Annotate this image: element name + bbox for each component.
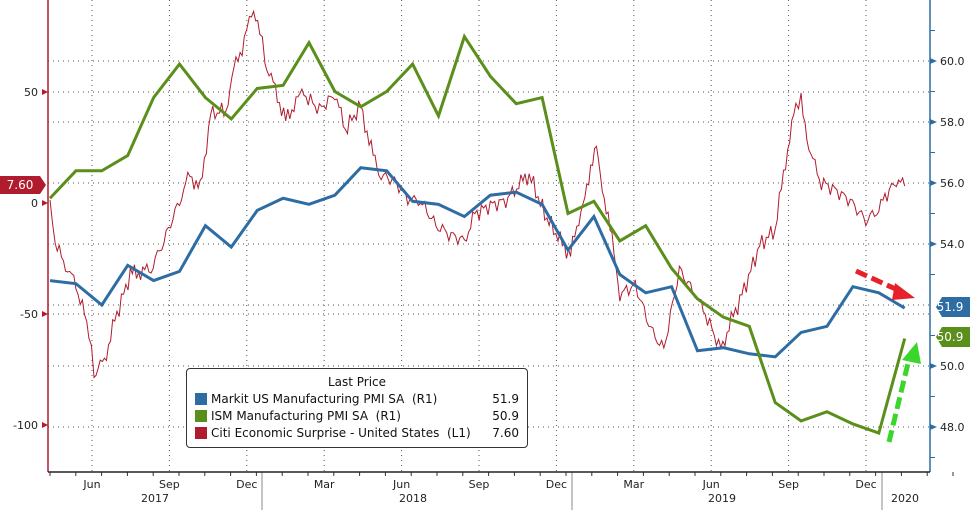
x-tick-label: Dec	[236, 478, 257, 491]
left-tick	[42, 311, 48, 317]
right-tick	[930, 58, 937, 64]
citi-surprise-line	[49, 9, 906, 379]
legend-value: 50.9	[492, 408, 519, 423]
x-tick-label: Sep	[159, 478, 180, 491]
left-tick-label: -100	[13, 419, 38, 432]
left-tick-label: -50	[20, 308, 38, 321]
right-tick	[930, 241, 937, 247]
x-tick-label: Jun	[82, 478, 100, 491]
tag-shape	[936, 297, 970, 317]
right-tick-label: 58.0	[940, 116, 965, 129]
right-tick-label: 54.0	[940, 238, 965, 251]
legend-swatch	[195, 392, 207, 405]
left-tick-label: 0	[31, 197, 38, 210]
x-tick-label: Mar	[623, 478, 644, 491]
x-tick-label: Jun	[702, 478, 720, 491]
right-tick-label: 48.0	[940, 421, 965, 434]
markit-last-value-tag: 51.9	[936, 297, 970, 317]
right-tick	[930, 363, 937, 369]
ism-last-value-tag: 50.9	[936, 327, 970, 347]
legend-value: 51.9	[492, 391, 519, 406]
x-tick-label: Mar	[314, 478, 335, 491]
x-tick-label: Jun	[392, 478, 410, 491]
right-tick-label: 50.0	[940, 360, 965, 373]
left-tick-label: 50	[24, 86, 38, 99]
value-tags: 7.60 51.9 50.9	[0, 176, 970, 347]
left-tick	[42, 200, 48, 206]
legend-label: Citi Economic Surprise - United States (…	[211, 425, 471, 440]
green-up-arrow-icon	[886, 354, 913, 443]
left-tick	[42, 422, 48, 428]
legend-label: ISM Manufacturing PMI SA (R1)	[211, 408, 401, 423]
markit-pmi-line	[49, 166, 906, 359]
tag-value: 51.9	[937, 300, 964, 314]
x-year-label: 2019	[708, 492, 736, 505]
x-tick-label: Sep	[778, 478, 799, 491]
arrows	[854, 268, 921, 443]
right-tick	[930, 180, 937, 186]
tag-shape	[936, 327, 970, 347]
red-down-arrow-icon	[854, 268, 902, 294]
legend-item-markit: Markit US Manufacturing PMI SA (R1) 51.9	[187, 390, 527, 407]
legend-title: Last Price	[327, 375, 387, 389]
x-tick-label: Dec	[855, 478, 876, 491]
legend-label: Markit US Manufacturing PMI SA (R1)	[211, 391, 438, 406]
gridlines	[48, 0, 930, 472]
ism-pmi-line	[48, 33, 907, 436]
legend: Last Price Markit US Manufacturing PMI S…	[186, 368, 528, 448]
legend-item-citi: Citi Economic Surprise - United States (…	[187, 424, 527, 441]
legend-swatch	[195, 409, 207, 422]
x-year-label: 2020	[891, 492, 919, 505]
legend-value: 7.60	[492, 425, 519, 440]
tag-value: 50.9	[937, 330, 964, 344]
x-year-label: 2017	[141, 492, 169, 505]
left-tick	[42, 89, 48, 95]
green-arrowhead-icon	[902, 342, 921, 364]
tag-value: 7.60	[7, 178, 34, 192]
legend-swatch	[195, 426, 207, 439]
x-tick-label: Sep	[469, 478, 490, 491]
legend-item-ism: ISM Manufacturing PMI SA (R1) 50.9	[187, 407, 527, 424]
series-lines	[48, 9, 907, 436]
right-tick	[930, 424, 937, 430]
right-tick-label: 60.0	[940, 55, 965, 68]
tag-shape	[0, 176, 46, 194]
axes: Jun Sep Dec Mar Jun Sep Dec Mar Jun Sep Dec 2017 201…	[13, 0, 965, 510]
x-year-label: 2018	[399, 492, 427, 505]
red-arrowhead-icon	[892, 283, 915, 300]
citi-last-value-tag: 7.60	[0, 176, 46, 194]
right-tick-label: 56.0	[940, 177, 965, 190]
x-tick-label: Dec	[546, 478, 567, 491]
right-tick	[930, 119, 937, 125]
